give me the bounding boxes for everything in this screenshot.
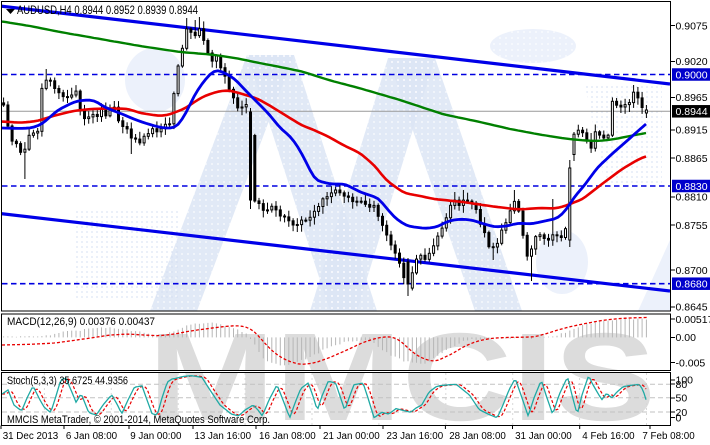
svg-text:0.8830: 0.8830 <box>676 181 708 193</box>
svg-text:16 Jan 08:00: 16 Jan 08:00 <box>259 431 316 442</box>
svg-text:0.9075: 0.9075 <box>676 20 708 32</box>
svg-text:0.00: 0.00 <box>676 332 697 344</box>
svg-text:50: 50 <box>676 393 688 405</box>
svg-text:0: 0 <box>676 412 682 424</box>
svg-text:0.8680: 0.8680 <box>676 279 708 291</box>
svg-text:13 Jan 16:00: 13 Jan 16:00 <box>194 431 251 442</box>
svg-text:0.8755: 0.8755 <box>676 220 708 232</box>
svg-text:4 Feb 16:00: 4 Feb 16:00 <box>582 431 635 442</box>
svg-text:0.8944: 0.8944 <box>676 106 708 118</box>
svg-text:28 Jan 08:00: 28 Jan 08:00 <box>449 431 506 442</box>
svg-text:0.8645: 0.8645 <box>676 302 708 314</box>
svg-text:Stoch(5,3,3) 35.6725 44.9356: Stoch(5,3,3) 35.6725 44.9356 <box>7 375 128 387</box>
svg-text:AUDUSD,H4 0.8944 0.8952 0.893: AUDUSD,H4 0.8944 0.8952 0.8939 0.8944 <box>17 5 198 17</box>
svg-text:80: 80 <box>676 379 688 391</box>
svg-text:0.8700: 0.8700 <box>676 265 708 277</box>
svg-text:0.00517: 0.00517 <box>676 314 710 326</box>
svg-text:21 Jan 00:00: 21 Jan 00:00 <box>323 431 380 442</box>
svg-text:31 Jan 00:00: 31 Jan 00:00 <box>515 431 572 442</box>
svg-text:23 Jan 16:00: 23 Jan 16:00 <box>387 431 444 442</box>
svg-text:MACD(12,26,9) 0.00376 0.00437: MACD(12,26,9) 0.00376 0.00437 <box>7 316 155 328</box>
svg-text:20: 20 <box>676 407 688 419</box>
svg-text:31 Dec 2013: 31 Dec 2013 <box>3 431 59 442</box>
svg-text:0.9020: 0.9020 <box>676 56 708 68</box>
svg-text:MMCIS MetaTrader, © 2001-2014,: MMCIS MetaTrader, © 2001-2014, MetaQuote… <box>7 414 270 426</box>
svg-text:9 Jan 00:00: 9 Jan 00:00 <box>130 431 182 442</box>
svg-text:-0.005: -0.005 <box>676 357 706 369</box>
svg-text:MMCIS: MMCIS <box>148 308 656 445</box>
svg-text:0.8810: 0.8810 <box>676 192 708 204</box>
svg-text:0.9000: 0.9000 <box>676 69 708 81</box>
svg-text:6 Jan 08:00: 6 Jan 08:00 <box>66 431 118 442</box>
svg-text:0.8915: 0.8915 <box>676 125 708 137</box>
svg-text:7 Feb 08:00: 7 Feb 08:00 <box>642 431 695 442</box>
svg-text:0.8865: 0.8865 <box>676 153 708 165</box>
svg-text:100: 100 <box>676 375 694 387</box>
svg-text:0.8965: 0.8965 <box>676 92 708 104</box>
